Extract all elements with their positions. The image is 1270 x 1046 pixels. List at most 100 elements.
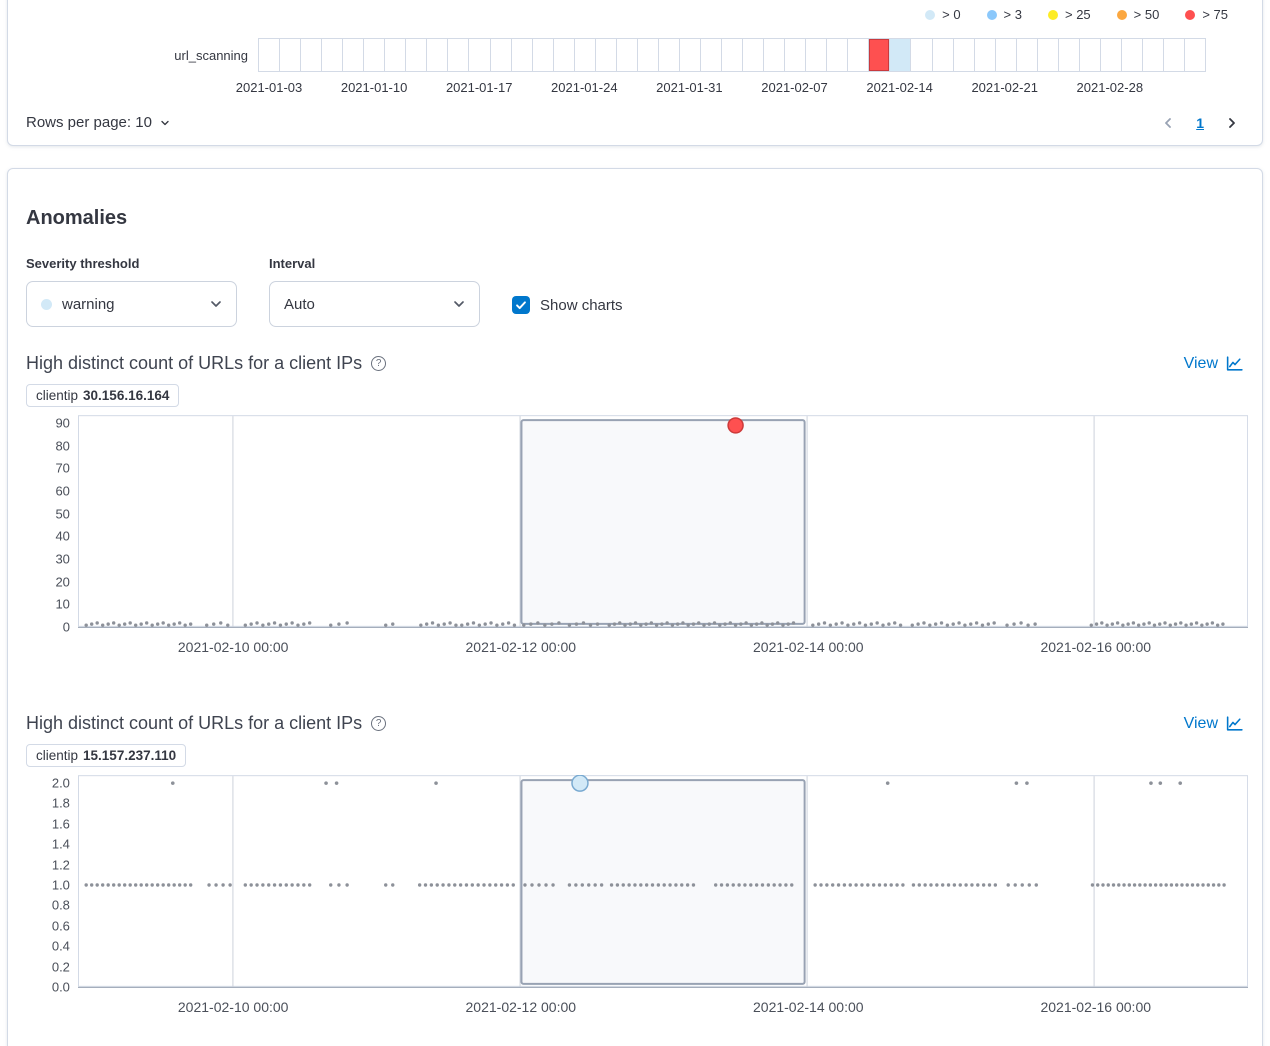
swimlane-cell[interactable] [975, 39, 996, 71]
single-metric-viewer-icon[interactable] [1225, 715, 1244, 733]
view-link[interactable]: View [1183, 714, 1218, 732]
severity-dot-icon [986, 9, 997, 20]
swimlane-cell[interactable] [259, 39, 281, 71]
swimlane-cell[interactable] [301, 39, 323, 71]
entity-value: 15.157.237.110 [83, 748, 177, 763]
y-axis-tick-label: 50 [55, 506, 70, 522]
anomalies-title: Anomalies [26, 207, 128, 229]
swimlane-cell[interactable] [343, 39, 365, 71]
swimlane-cell[interactable] [427, 39, 449, 71]
swimlane-cell[interactable] [491, 39, 512, 71]
pagination-page-1[interactable]: 1 [1196, 114, 1204, 131]
swimlane-cell[interactable] [659, 39, 680, 71]
swimlane-cell[interactable] [911, 39, 933, 71]
y-axis-tick-label: 0.6 [51, 918, 70, 934]
question-in-circle-icon[interactable] [371, 356, 387, 371]
swimlane-cell[interactable] [701, 39, 723, 71]
anomaly-marker-warning[interactable] [571, 775, 589, 792]
swimlane-cell[interactable] [364, 39, 386, 71]
anomaly-chart-canvas[interactable] [77, 415, 1248, 633]
x-axis: 2021-02-10 00:00 2021-02-12 00:00 2021-02-… [78, 999, 1248, 1019]
interval-select[interactable]: Auto [269, 281, 480, 327]
legend-label: > 50 [1133, 7, 1160, 22]
selection-brush[interactable] [520, 419, 806, 625]
swimlane-axis-label: 2021-02-28 [1076, 80, 1144, 95]
swimlane-cell[interactable] [1143, 39, 1165, 71]
legend-item: > 3 [986, 7, 1022, 22]
interval-label: Interval [269, 256, 316, 271]
question-in-circle-icon[interactable] [371, 716, 387, 731]
swimlane-cell[interactable] [385, 39, 407, 71]
swimlane-cells[interactable] [258, 38, 1206, 72]
pagination: 1 [1160, 115, 1240, 131]
y-axis: 90 80 70 60 50 40 30 20 10 0 [26, 415, 78, 635]
swimlane-cell[interactable] [617, 39, 638, 71]
swimlane-cell[interactable] [1017, 39, 1038, 71]
swimlane-cell[interactable] [869, 39, 891, 71]
swimlane-cell[interactable] [469, 39, 491, 71]
swimlane-cell[interactable] [406, 39, 428, 71]
severity-dot-icon [1116, 9, 1127, 20]
swimlane-cell[interactable] [1185, 39, 1205, 71]
swimlane-cell[interactable] [638, 39, 659, 71]
rows-per-page-label: Rows per page: 10 [26, 114, 152, 131]
y-axis-tick-label: 20 [55, 574, 70, 590]
swimlane-cell[interactable] [1122, 39, 1143, 71]
rows-per-page-dropdown[interactable]: Rows per page: 10 [26, 114, 171, 131]
y-axis-tick-label: 40 [55, 528, 70, 544]
swimlane-cell[interactable] [933, 39, 954, 71]
view-link[interactable]: View [1183, 354, 1218, 372]
entity-badge: clientip 30.156.16.164 [26, 384, 180, 407]
y-axis-tick-label: 0.2 [51, 959, 70, 975]
chevron-down-icon [211, 301, 221, 307]
swimlane-cell[interactable] [680, 39, 701, 71]
anomaly-marker-critical[interactable] [727, 417, 744, 434]
pagination-next-button[interactable] [1224, 115, 1240, 131]
swimlane-cell[interactable] [806, 39, 828, 71]
y-axis-tick-label: 70 [55, 460, 70, 476]
severity-threshold-label: Severity threshold [26, 256, 140, 271]
swimlane-cell[interactable] [554, 39, 575, 71]
swimlane-cell[interactable] [996, 39, 1017, 71]
severity-dot-icon [41, 298, 52, 310]
legend-label: > 75 [1202, 7, 1228, 22]
swimlane-axis-label: 2021-01-17 [445, 80, 513, 95]
swimlane-cell[interactable] [322, 39, 344, 71]
anomalies-controls: Severity threshold warning Interval Auto [26, 256, 1248, 327]
anomalies-panel: Anomalies Severity threshold warning Int… [7, 168, 1263, 1046]
swimlane-cell[interactable] [848, 39, 870, 71]
swimlane-cell[interactable] [448, 39, 470, 71]
swimlane-cell[interactable] [533, 39, 554, 71]
swimlane-cell[interactable] [954, 39, 975, 71]
severity-threshold-select[interactable]: warning [26, 281, 237, 327]
legend-label: > 0 [942, 7, 961, 22]
chevron-left-icon [1165, 117, 1172, 128]
show-charts-checkbox[interactable]: Show charts [512, 296, 623, 314]
x-axis-tick-label: 2021-02-14 00:00 [752, 639, 864, 655]
single-metric-viewer-icon[interactable] [1225, 355, 1244, 373]
anomaly-chart-section: High distinct count of URLs for a client… [26, 353, 1248, 659]
swimlane-cell[interactable] [1059, 39, 1080, 71]
swimlane-cell[interactable] [575, 39, 596, 71]
swimlane-cell[interactable] [722, 39, 744, 71]
pagination-prev-button[interactable] [1160, 115, 1176, 131]
swimlane-cell[interactable] [764, 39, 786, 71]
swimlane-cell[interactable] [512, 39, 533, 71]
swimlane-cell[interactable] [1080, 39, 1101, 71]
swimlane-cell[interactable] [785, 39, 807, 71]
swimlane-cell[interactable] [743, 39, 765, 71]
swimlane-cell[interactable] [596, 39, 617, 71]
swimlane-cell[interactable] [280, 39, 302, 71]
y-axis-tick-label: 90 [55, 415, 70, 431]
swimlane-cell[interactable] [827, 39, 849, 71]
x-axis-tick-label: 2021-02-12 00:00 [465, 639, 577, 655]
anomaly-chart-canvas[interactable] [77, 775, 1248, 993]
swimlane-cell[interactable] [1038, 39, 1059, 71]
y-axis-tick-label: 10 [55, 596, 70, 612]
swimlane-cell[interactable] [1101, 39, 1122, 71]
swimlane-cell[interactable] [1164, 39, 1186, 71]
interval-control: Interval Auto [269, 256, 480, 327]
selection-brush[interactable] [520, 779, 806, 985]
swimlane-cell[interactable] [890, 39, 912, 71]
